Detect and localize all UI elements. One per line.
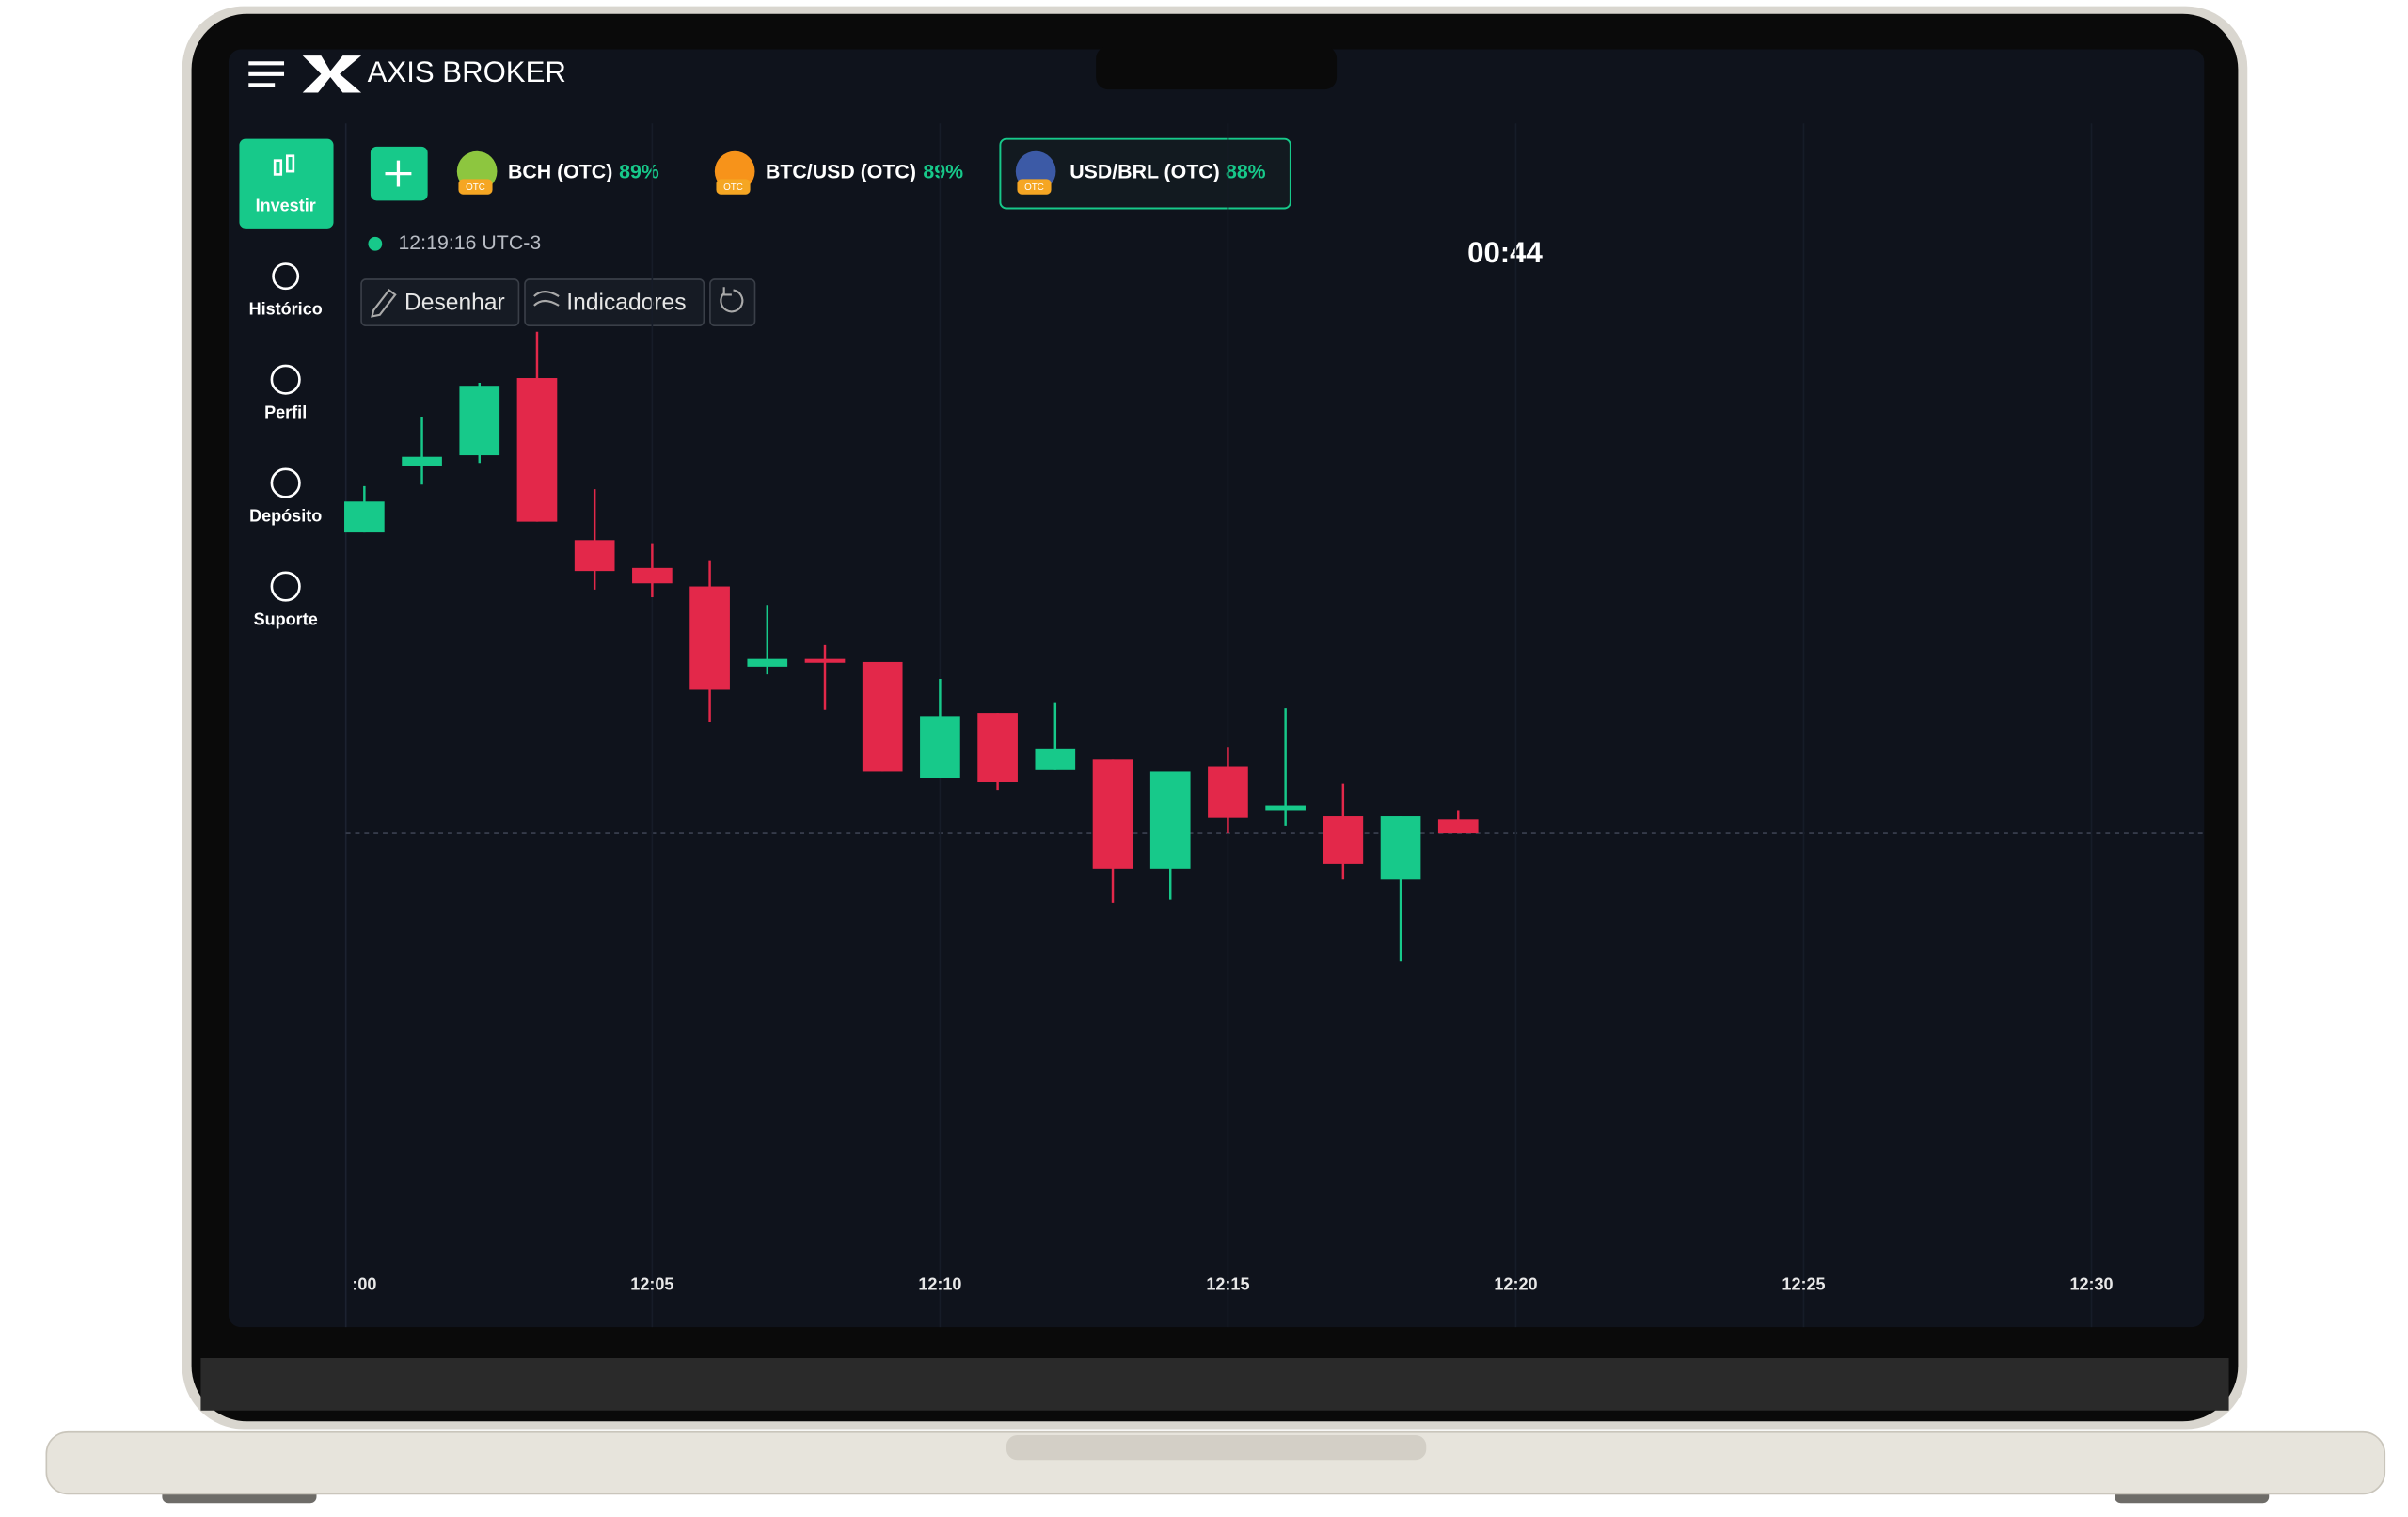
tool-label[interactable]: Indicadores [566,291,686,316]
x-tick-label: 12:25 [1782,1275,1825,1294]
candle-body [1208,766,1248,818]
candle-body [1035,748,1076,770]
nav-label[interactable]: Histórico [249,300,323,319]
nav-label[interactable]: Investir [256,197,316,215]
draw-button[interactable] [360,278,520,327]
indicators-button[interactable] [524,278,705,327]
otc-badge [716,179,751,195]
nav-label[interactable]: Suporte [254,609,318,628]
x-tick-label: 12:05 [630,1275,673,1294]
active-asset-tab[interactable] [999,137,1291,210]
x-tick-label: 12:30 [2069,1275,2113,1294]
icon [272,262,300,291]
laptop-base [45,1430,2386,1495]
otc-badge [458,179,493,195]
candle-body [344,501,385,533]
candle-body [574,540,615,572]
candle-body [1437,819,1479,834]
chin [200,1357,2229,1411]
candle-body [689,586,730,690]
candle-body [804,658,846,663]
asset-name[interactable]: USD/BRL (OTC) [1069,160,1220,182]
screen [228,49,2205,1328]
status-dot [368,236,383,251]
plus-icon [385,160,412,187]
candle-body [747,658,788,667]
logo-mark [302,55,362,93]
menu-icon[interactable] [248,61,285,87]
otc-text: OTC [723,182,743,193]
candle-body [402,456,442,466]
x-tick-label: :00 [352,1275,376,1294]
candle-chart: :00 12:05 12:10 12:15 12:20 12:25 12:30 [344,123,2114,1328]
x-tick-label: 12:10 [918,1275,961,1294]
asset-name[interactable]: BTC/USD (OTC) [766,160,916,182]
reset-button[interactable] [709,278,756,327]
candle-body [977,713,1018,782]
asset-payout: 89% [619,160,659,182]
nav-label[interactable]: Depósito [249,506,322,525]
brand: AXIS BROKER [368,55,566,88]
otc-text: OTC [466,182,485,193]
candle-body [1265,805,1306,811]
asset-icons [456,150,1056,195]
candle-body [1380,816,1421,880]
icon [270,364,301,395]
base-notch [1006,1435,1427,1461]
tool-label[interactable]: Desenhar [404,291,505,316]
indicator-icon [533,291,560,307]
reset-icon [720,287,744,313]
clock: 12:19:16 UTC-3 [398,231,541,254]
candle-body [1149,771,1191,869]
candle-body [920,716,960,779]
candle-body [459,386,500,456]
active-nav[interactable] [239,138,334,229]
candle-body [1323,816,1364,864]
asset-name[interactable]: BCH (OTC) [508,160,612,182]
x-tick-label: 12:15 [1206,1275,1249,1294]
asset-payout: 89% [923,160,963,182]
pencil-icon [371,289,397,318]
icon [270,571,301,602]
camera-notch [1096,46,1338,90]
countdown: 00:44 [1467,236,1543,269]
candle-body [516,378,558,522]
candle-body [632,567,673,584]
otc-badge [1017,179,1052,195]
icon [285,154,295,173]
asset-payout: 88% [1226,160,1266,182]
candle-body [1092,759,1133,869]
icon [273,159,283,176]
nav-label[interactable]: Perfil [264,403,307,422]
candle-body [862,661,903,772]
icon [270,467,301,498]
otc-text: OTC [1024,182,1044,193]
x-tick-label: 12:20 [1494,1275,1537,1294]
